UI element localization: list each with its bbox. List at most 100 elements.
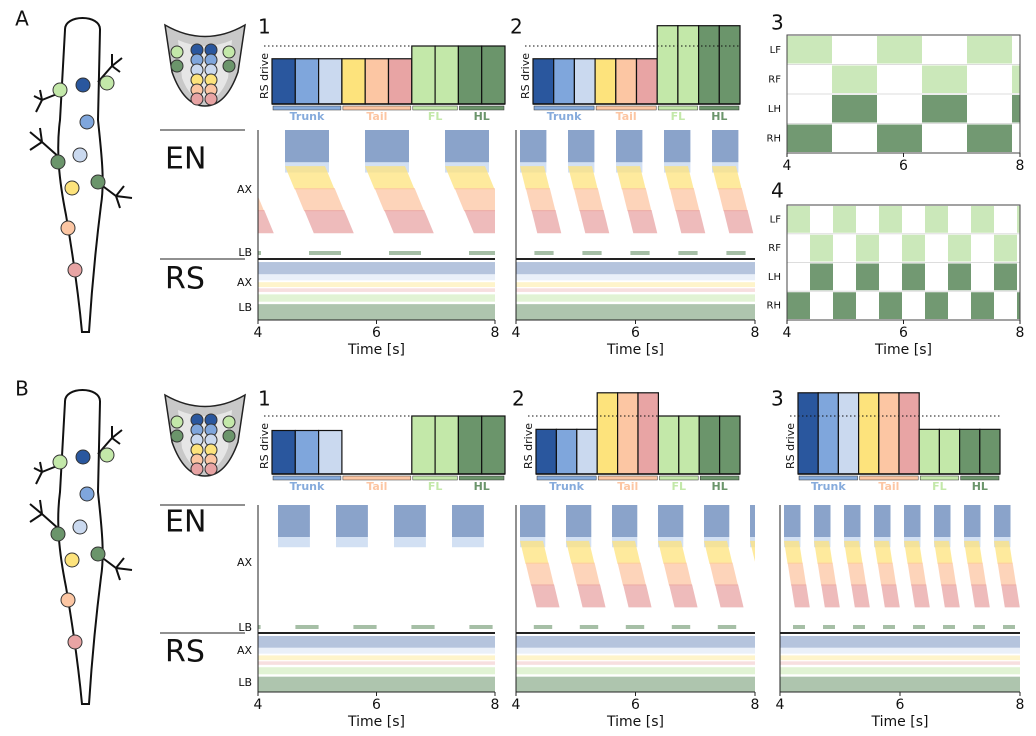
spike-burst: [784, 540, 803, 564]
drive-bar: [979, 428, 1001, 475]
x-tick-label: 4: [254, 325, 263, 341]
spike-burst: [577, 584, 606, 608]
y-tick-label: LH: [768, 272, 781, 283]
spike-burst: [445, 166, 495, 190]
group-label: Trunk: [811, 480, 846, 493]
rs-activity: [780, 667, 1020, 675]
x-tick-label: 4: [776, 697, 785, 713]
spike-burst: [258, 625, 261, 629]
spike-burst: [469, 625, 493, 629]
limb-burst: [922, 95, 967, 123]
y-tick-label: LB: [238, 676, 252, 689]
limb-burst: [967, 36, 1012, 64]
spike-burst: [534, 251, 554, 255]
x-tick-label: 8: [1016, 697, 1025, 713]
drive-bar: [555, 428, 578, 475]
group-underline: [272, 105, 342, 111]
group-underline: [459, 475, 505, 481]
spike-burst: [485, 584, 514, 607]
spike-burst: [664, 166, 694, 190]
x-tick-label: 8: [751, 325, 760, 341]
spike-burst: [715, 584, 744, 608]
spike-burst: [205, 130, 249, 162]
group-label: FL: [932, 480, 947, 493]
rs-activity: [258, 635, 495, 648]
spike-burst: [616, 130, 643, 163]
spike-burst: [389, 251, 421, 255]
limb-burst: [810, 263, 833, 291]
spike-burst: [571, 562, 601, 586]
subpanel-label: 2: [512, 387, 525, 411]
limb-burst: [925, 292, 948, 319]
group-label: Tail: [366, 480, 387, 493]
spike-burst: [616, 166, 646, 190]
spike-burst: [566, 505, 592, 537]
rs-activity: [516, 288, 755, 292]
spike-burst: [258, 209, 274, 234]
drive-bar: [594, 58, 617, 105]
group-label: Trunk: [549, 480, 584, 493]
spike-burst: [374, 188, 425, 212]
spike-burst: [883, 625, 895, 629]
rs-activity: [516, 661, 755, 665]
limb-burst: [787, 124, 832, 152]
x-tick-label: 6: [631, 697, 640, 713]
limb-burst: [971, 292, 994, 319]
group-underline: [533, 105, 595, 111]
limb-burst: [967, 124, 1012, 152]
spike-burst: [787, 562, 807, 586]
group-label: Tail: [616, 110, 637, 123]
spike-burst: [531, 584, 560, 608]
spike-burst: [704, 505, 730, 537]
y-tick-label: RH: [767, 301, 781, 312]
spike-burst: [573, 188, 604, 212]
spike-burst: [533, 625, 553, 629]
spike-burst: [758, 563, 777, 586]
y-axis-label: RS drive: [522, 423, 535, 469]
spike-burst: [520, 540, 549, 564]
spike-burst: [1003, 625, 1015, 629]
spike-burst: [994, 540, 1013, 564]
spike-burst: [445, 130, 489, 163]
x-axis-label: Time [s]: [606, 714, 664, 730]
drive-bar: [573, 58, 596, 105]
drive-bar: [364, 58, 390, 105]
spike-burst: [907, 562, 927, 586]
spike-burst: [579, 209, 610, 234]
spike-burst: [612, 505, 638, 537]
limb-burst: [994, 263, 1017, 291]
y-tick-label: LF: [770, 45, 782, 56]
subpanel-label: 1: [258, 387, 271, 411]
raster-plot: [787, 36, 1020, 152]
y-tick-label: AX: [237, 276, 253, 289]
group-label: Tail: [878, 480, 899, 493]
drive-bar: [318, 429, 343, 475]
spike-burst: [881, 584, 900, 608]
limb-burst: [833, 292, 856, 319]
group-underline: [597, 475, 658, 481]
rs-activity: [516, 294, 755, 302]
drive-bar: [958, 428, 981, 475]
rs-activity: [516, 635, 755, 648]
rs-activity: [780, 676, 1020, 692]
x-tick-label: 6: [899, 158, 908, 174]
drive-bar: [294, 58, 320, 105]
spike-burst: [430, 188, 460, 211]
spike-burst: [365, 130, 409, 163]
spike-burst: [709, 562, 739, 586]
limb-burst: [902, 234, 925, 262]
spike-burst: [754, 541, 773, 564]
raster-plot: [485, 505, 755, 692]
spike-burst: [612, 540, 641, 564]
spike-burst: [726, 251, 746, 255]
limb-burst: [856, 263, 879, 291]
salamander-drawing: [29, 17, 133, 333]
spike-burst: [582, 251, 602, 255]
spike-burst: [973, 625, 985, 629]
spike-burst: [669, 188, 700, 212]
subpanel-label: 2: [510, 15, 523, 39]
spike-burst: [823, 625, 835, 629]
drive-bar: [797, 392, 819, 475]
brain-diagram: [164, 394, 246, 477]
x-tick-label: 6: [372, 325, 381, 341]
